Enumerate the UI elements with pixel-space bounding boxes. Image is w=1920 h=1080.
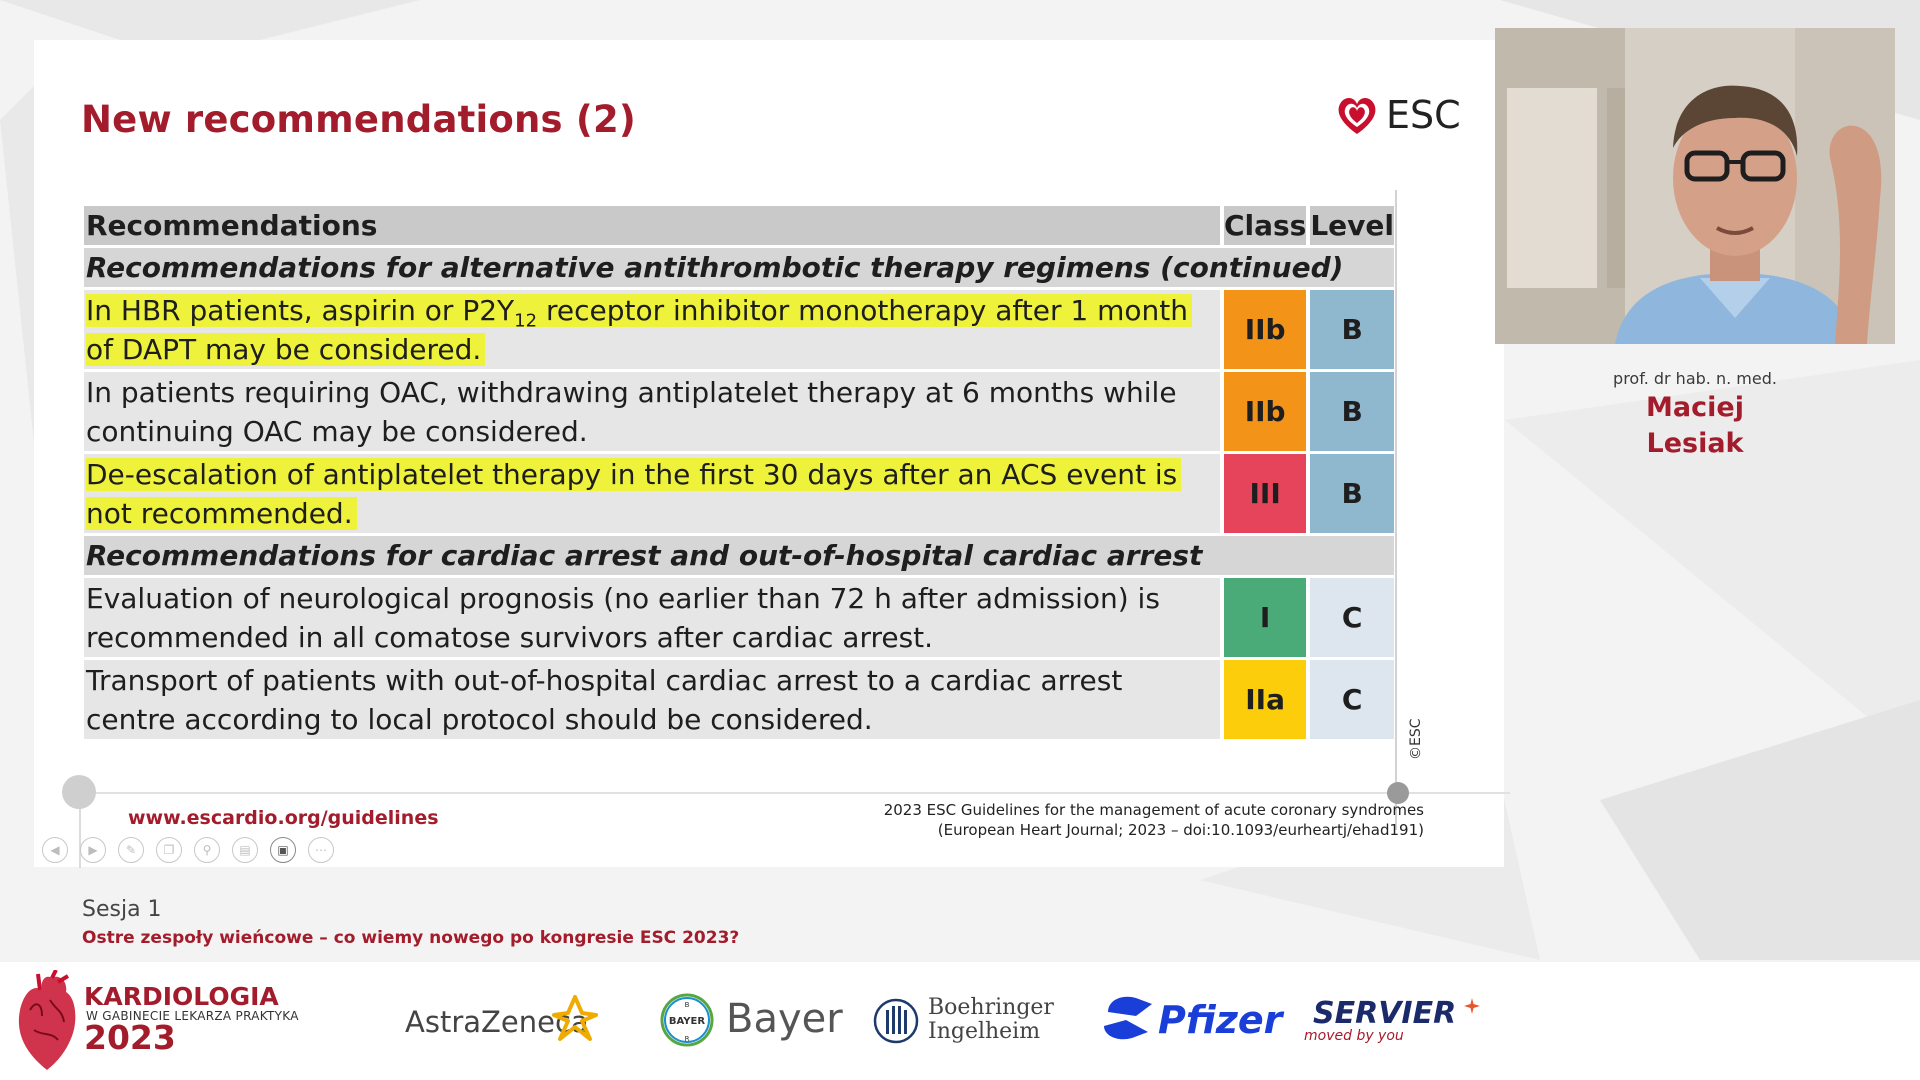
table-row: Evaluation of neurological prognosis (no… xyxy=(84,578,1394,657)
class-cell: IIa xyxy=(1223,660,1307,739)
servier-tagline: moved by you xyxy=(1304,1028,1404,1044)
servier-star-icon xyxy=(1464,998,1480,1014)
recommendations-table: Recommendations Class Level Recommendati… xyxy=(80,203,1398,742)
speaker-video-frame xyxy=(1495,28,1895,344)
pfizer-logo: Pfizer xyxy=(1158,998,1283,1042)
svg-text:B: B xyxy=(685,1001,690,1009)
speaker-last-name: Lesiak xyxy=(1646,428,1744,459)
level-cell: B xyxy=(1310,372,1394,451)
esc-website-link[interactable]: www.escardio.org/guidelines xyxy=(128,807,439,829)
rec-text-subscript: 12 xyxy=(514,310,538,332)
presentation-slide: New recommendations (2) ESC Recommendati… xyxy=(34,40,1510,868)
session-label: Sesja 1 xyxy=(82,897,162,922)
subtitles-icon[interactable]: ▤ xyxy=(232,837,258,863)
more-icon[interactable]: ⋯ xyxy=(308,837,334,863)
table-row: De-escalation of antiplatelet therapy in… xyxy=(84,454,1394,533)
boehringer-line-1: Boehringer xyxy=(928,995,1054,1020)
rec-text-part: receptor inhibitor monotherapy after 1 m… xyxy=(86,293,1188,366)
section-title: Recommendations for alternative antithro… xyxy=(84,248,1394,287)
recommendation-text: Transport of patients with out-of-hospit… xyxy=(84,660,1220,739)
pen-icon[interactable]: ✎ xyxy=(118,837,144,863)
recommendation-text: De-escalation of antiplatelet therapy in… xyxy=(84,454,1220,533)
sponsor-footer xyxy=(0,962,1920,1080)
class-cell: I xyxy=(1223,578,1307,657)
servier-logo: SERVIER xyxy=(1313,996,1457,1031)
section-title: Recommendations for cardiac arrest and o… xyxy=(84,536,1394,575)
rec-text-part: In HBR patients, aspirin or P2Y xyxy=(86,293,515,327)
zoom-icon[interactable]: ⚲ xyxy=(194,837,220,863)
guideline-citation: 2023 ESC Guidelines for the management o… xyxy=(784,800,1424,840)
level-cell: C xyxy=(1310,660,1394,739)
bayer-cross-text: BAYER xyxy=(669,1016,705,1027)
citation-line-1: 2023 ESC Guidelines for the management o… xyxy=(883,801,1424,819)
event-subtitle: W GABINECIE LEKARZA PRAKTYKA xyxy=(86,1009,299,1023)
slide-divider-stem xyxy=(79,808,81,868)
speaker-video xyxy=(1495,28,1895,344)
boehringer-logo: Boehringer Ingelheim xyxy=(928,996,1054,1044)
table-row: In HBR patients, aspirin or P2Y12 recept… xyxy=(84,290,1394,369)
level-cell: B xyxy=(1310,290,1394,369)
progress-handle-start[interactable] xyxy=(62,775,96,809)
highlighted-text: In HBR patients, aspirin or P2Y12 recept… xyxy=(86,293,1192,366)
esc-copyright: ©ESC xyxy=(1408,718,1424,760)
event-year: 2023 xyxy=(84,1018,176,1057)
header-class: Class xyxy=(1223,206,1307,245)
level-cell: C xyxy=(1310,578,1394,657)
heart-anatomy-icon xyxy=(18,970,76,1070)
session-title: Ostre zespoły wieńcowe – co wiemy nowego… xyxy=(82,928,740,948)
boehringer-icon xyxy=(873,998,919,1044)
table-section-row: Recommendations for alternative antithro… xyxy=(84,248,1394,287)
citation-line-2: (European Heart Journal; 2023 – doi:10.1… xyxy=(937,821,1424,839)
astrazeneca-symbol-icon xyxy=(552,995,598,1041)
svg-text:R: R xyxy=(685,1035,690,1043)
class-cell: IIb xyxy=(1223,372,1307,451)
astrazeneca-logo: AstraZeneca xyxy=(405,1005,589,1039)
bayer-cross-icon: BAYER B R xyxy=(660,993,714,1047)
esc-heart-icon xyxy=(1338,98,1376,134)
slide-progress-track xyxy=(80,792,1510,794)
highlighted-text: De-escalation of antiplatelet therapy in… xyxy=(86,457,1182,530)
table-section-row: Recommendations for cardiac arrest and o… xyxy=(84,536,1394,575)
player-controls: ◀ ▶ ✎ ❐ ⚲ ▤ ▣ ⋯ xyxy=(42,837,334,863)
astrazeneca-text: AstraZeneca xyxy=(405,1005,589,1039)
pfizer-pill-icon xyxy=(1104,996,1152,1040)
copy-icon[interactable]: ❐ xyxy=(156,837,182,863)
event-title: KARDIOLOGIA xyxy=(84,982,279,1011)
recommendation-text: In HBR patients, aspirin or P2Y12 recept… xyxy=(84,290,1220,369)
esc-logo-text: ESC xyxy=(1386,93,1461,137)
camera-icon[interactable]: ▣ xyxy=(270,837,296,863)
class-cell: III xyxy=(1223,454,1307,533)
esc-logo: ESC xyxy=(1334,92,1461,138)
speaker-title: prof. dr hab. n. med. xyxy=(1613,369,1777,388)
table-row: In patients requiring OAC, withdrawing a… xyxy=(84,372,1394,451)
header-level: Level xyxy=(1310,206,1394,245)
level-cell: B xyxy=(1310,454,1394,533)
boehringer-line-2: Ingelheim xyxy=(928,1019,1041,1044)
table-header-row: Recommendations Class Level xyxy=(84,206,1394,245)
speaker-first-name: Maciej xyxy=(1646,392,1744,423)
bayer-logo: Bayer xyxy=(726,996,843,1042)
recommendation-text: Evaluation of neurological prognosis (no… xyxy=(84,578,1220,657)
previous-icon[interactable]: ◀ xyxy=(42,837,68,863)
slide-title: New recommendations (2) xyxy=(81,98,637,141)
slide-divider-vertical xyxy=(1395,190,1397,830)
progress-handle-end[interactable] xyxy=(1387,782,1409,804)
header-recommendations: Recommendations xyxy=(84,206,1220,245)
class-cell: IIb xyxy=(1223,290,1307,369)
table-row: Transport of patients with out-of-hospit… xyxy=(84,660,1394,739)
recommendation-text: In patients requiring OAC, withdrawing a… xyxy=(84,372,1220,451)
play-icon[interactable]: ▶ xyxy=(80,837,106,863)
speaker-name: Maciej Lesiak xyxy=(1495,390,1895,462)
